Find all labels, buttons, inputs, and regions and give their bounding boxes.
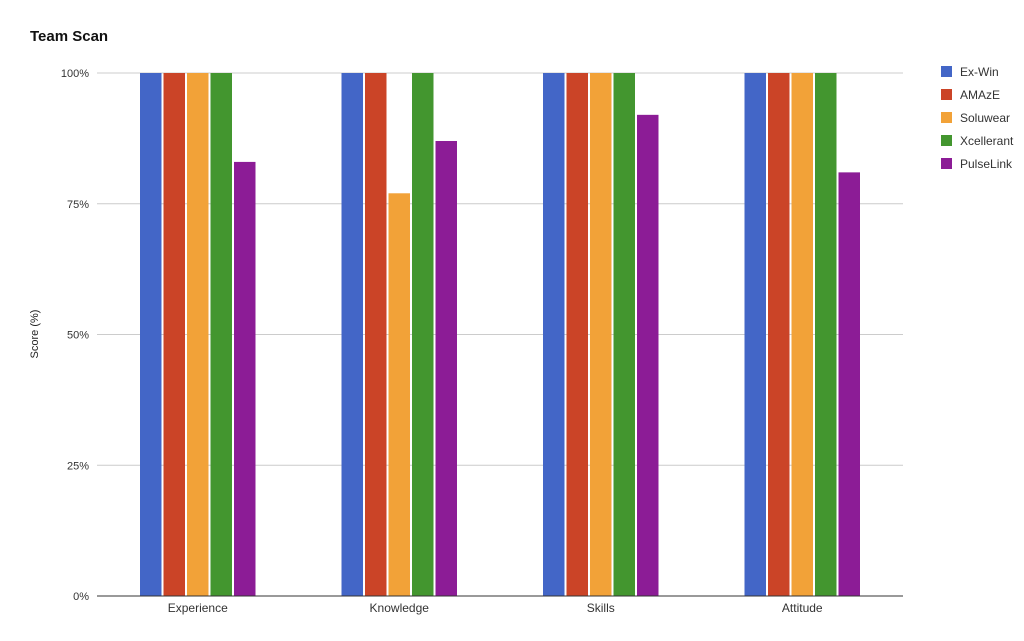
legend-item[interactable]: PulseLink [941,157,1013,171]
bar-soluwear-skills [590,73,612,596]
x-tick-label: Experience [168,601,228,615]
bar-soluwear-knowledge [388,193,410,597]
bar-amaze-knowledge [365,73,387,596]
legend-item[interactable]: Soluwear [941,111,1010,125]
bar-pulselink-skills [637,114,659,596]
legend-label: PulseLink [960,157,1013,171]
bar-pulselink-attitude [838,172,860,596]
legend-swatch [941,135,952,146]
y-tick-label: 100% [61,68,89,80]
bar-xcellerant-experience [210,73,232,596]
legend-swatch [941,89,952,100]
legend-item[interactable]: Xcellerant [941,134,1014,148]
x-tick-label: Skills [587,601,615,615]
bar-amaze-experience [163,73,185,596]
bar-amaze-skills [566,73,588,596]
bar-soluwear-attitude [791,73,813,596]
bar-amaze-attitude [768,73,790,596]
legend-swatch [941,112,952,123]
y-tick-label: 25% [67,460,89,472]
x-axis-ticks: Experience Knowledge Skills Attitude [168,601,823,615]
bar-soluwear-experience [187,73,209,596]
legend-swatch [941,66,952,77]
x-tick-label: Attitude [782,601,823,615]
legend: Ex-Win AMAzE Soluwear Xcellerant PulseLink [941,65,1014,171]
y-tick-label: 0% [73,591,89,603]
legend-swatch [941,158,952,169]
legend-label: AMAzE [960,88,1000,102]
y-tick-label: 75% [67,199,89,211]
bar-ex-win-skills [543,73,565,596]
legend-label: Xcellerant [960,134,1014,148]
bar-xcellerant-skills [613,73,635,596]
bar-pulselink-experience [234,161,256,596]
y-axis-label: Score (%) [29,310,41,359]
legend-label: Ex-Win [960,65,999,79]
bar-xcellerant-knowledge [412,73,434,596]
bar-ex-win-attitude [744,73,766,596]
legend-item[interactable]: Ex-Win [941,65,999,79]
bar-ex-win-experience [140,73,162,596]
bar-pulselink-knowledge [435,140,457,597]
legend-item[interactable]: AMAzE [941,88,1000,102]
bar-ex-win-knowledge [341,73,363,596]
bar-xcellerant-attitude [815,73,837,596]
bars [140,73,860,597]
legend-label: Soluwear [960,111,1010,125]
y-tick-label: 50% [67,330,89,342]
x-tick-label: Knowledge [370,601,430,615]
chart-title: Team Scan [30,28,108,45]
y-axis-ticks: 0% 25% 50% 75% 100% [61,68,89,603]
